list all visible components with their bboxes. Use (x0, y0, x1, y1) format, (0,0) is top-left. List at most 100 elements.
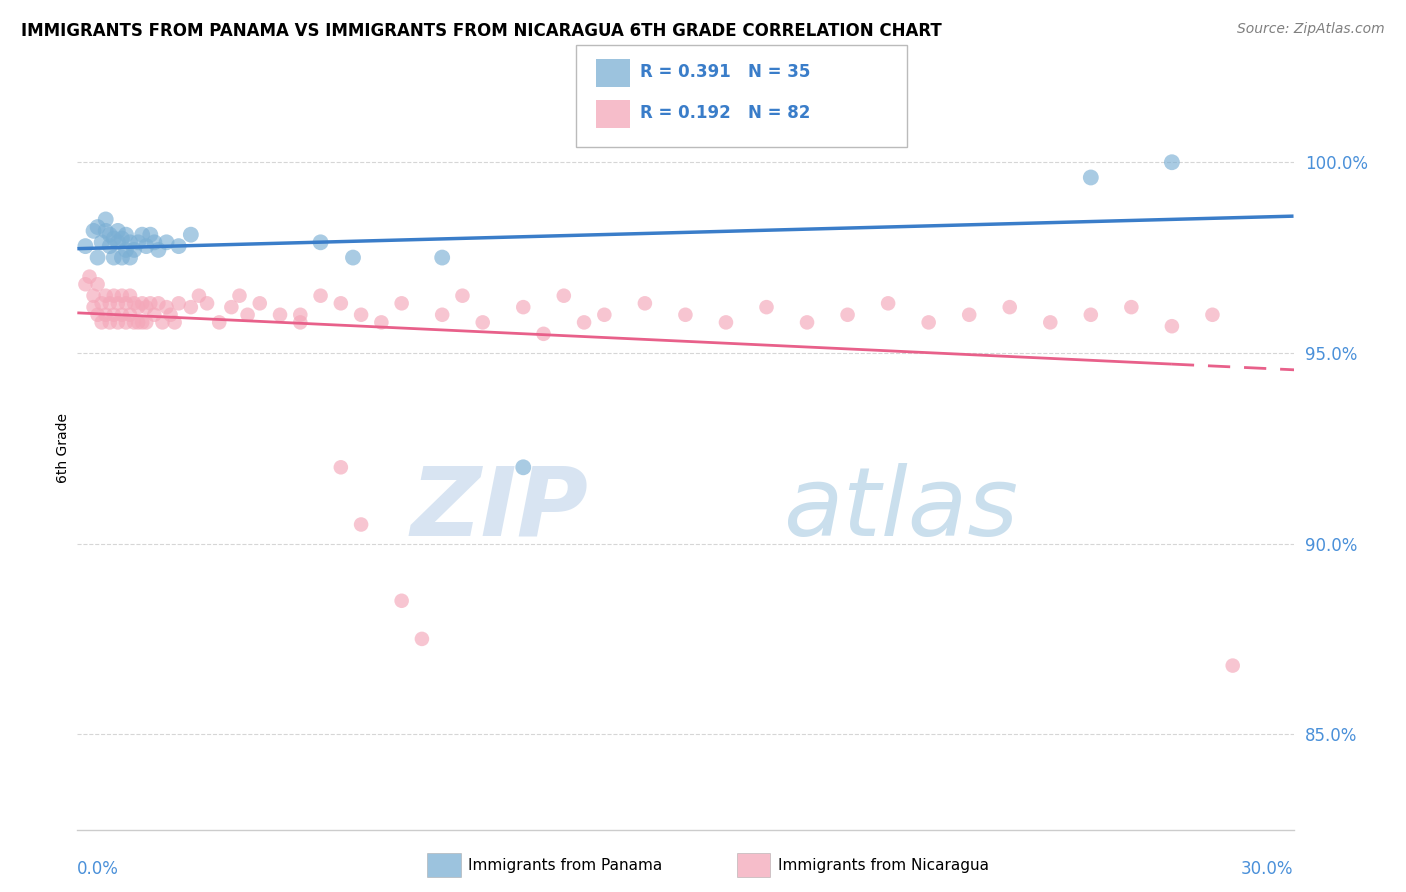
Point (107, 296, 129, 310)
Point (103, 289, 125, 303)
Point (714, 315, 737, 329)
Point (127, 315, 149, 329)
Point (98, 227, 121, 242)
Point (391, 296, 413, 310)
Point (370, 315, 392, 329)
Point (122, 296, 145, 310)
Point (111, 251, 134, 265)
Point (107, 235, 129, 250)
Point (103, 251, 125, 265)
Point (118, 289, 141, 303)
Point (957, 308, 980, 322)
Point (188, 289, 211, 303)
Point (290, 315, 312, 329)
Point (755, 300, 778, 314)
Point (75, 239, 97, 253)
Point (131, 227, 153, 242)
Point (471, 315, 494, 329)
Point (103, 231, 125, 245)
Point (309, 289, 332, 303)
Point (90, 235, 112, 250)
Point (115, 243, 138, 257)
Point (249, 296, 271, 310)
Point (998, 300, 1021, 314)
Point (918, 315, 941, 329)
Point (131, 296, 153, 310)
Point (135, 315, 157, 329)
Point (127, 300, 149, 314)
Point (1080, 170, 1102, 185)
Point (94, 224, 117, 238)
Point (98, 239, 121, 253)
Point (122, 315, 145, 329)
Point (512, 460, 534, 475)
Point (115, 227, 138, 242)
Point (148, 296, 170, 310)
Point (391, 594, 413, 608)
Point (195, 296, 218, 310)
Point (329, 296, 352, 310)
Point (877, 296, 900, 310)
Point (90, 296, 112, 310)
Point (1080, 308, 1102, 322)
Point (167, 296, 190, 310)
Point (131, 315, 153, 329)
Point (139, 227, 162, 242)
Point (329, 460, 352, 475)
Point (350, 308, 373, 322)
Point (103, 308, 125, 322)
Text: Immigrants from Panama: Immigrants from Panama (468, 858, 662, 872)
Point (83, 300, 105, 314)
Text: Immigrants from Nicaragua: Immigrants from Nicaragua (778, 858, 988, 872)
Point (269, 308, 291, 322)
Point (1161, 155, 1184, 169)
Point (115, 296, 138, 310)
Point (675, 308, 697, 322)
Text: ZIP: ZIP (411, 463, 588, 556)
Point (163, 315, 186, 329)
Point (430, 308, 453, 322)
Point (98, 296, 121, 310)
Point (143, 235, 166, 250)
Point (148, 243, 170, 257)
Point (1121, 300, 1143, 314)
Point (86, 277, 108, 292)
Point (1161, 319, 1184, 334)
Point (228, 289, 250, 303)
Point (796, 315, 818, 329)
Point (98, 315, 121, 329)
Point (90, 315, 112, 329)
Point (107, 224, 129, 238)
Point (1222, 658, 1244, 673)
Point (451, 289, 474, 303)
Point (94, 308, 117, 322)
Point (111, 289, 134, 303)
Point (837, 308, 859, 322)
Point (79, 269, 101, 284)
Point (86, 251, 108, 265)
Point (115, 315, 138, 329)
Point (309, 235, 332, 250)
Point (135, 300, 157, 314)
Text: atlas: atlas (783, 463, 1018, 556)
Point (75, 277, 97, 292)
Point (159, 308, 181, 322)
Point (1201, 308, 1223, 322)
Point (290, 308, 312, 322)
Point (135, 239, 157, 253)
Point (143, 308, 166, 322)
Point (236, 308, 259, 322)
Point (83, 224, 105, 238)
Point (350, 517, 373, 532)
Text: 30.0%: 30.0% (1241, 860, 1294, 878)
Point (208, 315, 231, 329)
Text: Source: ZipAtlas.com: Source: ZipAtlas.com (1237, 22, 1385, 37)
Point (152, 315, 174, 329)
Point (1039, 315, 1062, 329)
Point (512, 300, 534, 314)
Point (180, 227, 202, 242)
Point (411, 632, 433, 646)
Point (127, 235, 149, 250)
Point (122, 243, 145, 257)
Y-axis label: 6th Grade: 6th Grade (56, 413, 70, 483)
